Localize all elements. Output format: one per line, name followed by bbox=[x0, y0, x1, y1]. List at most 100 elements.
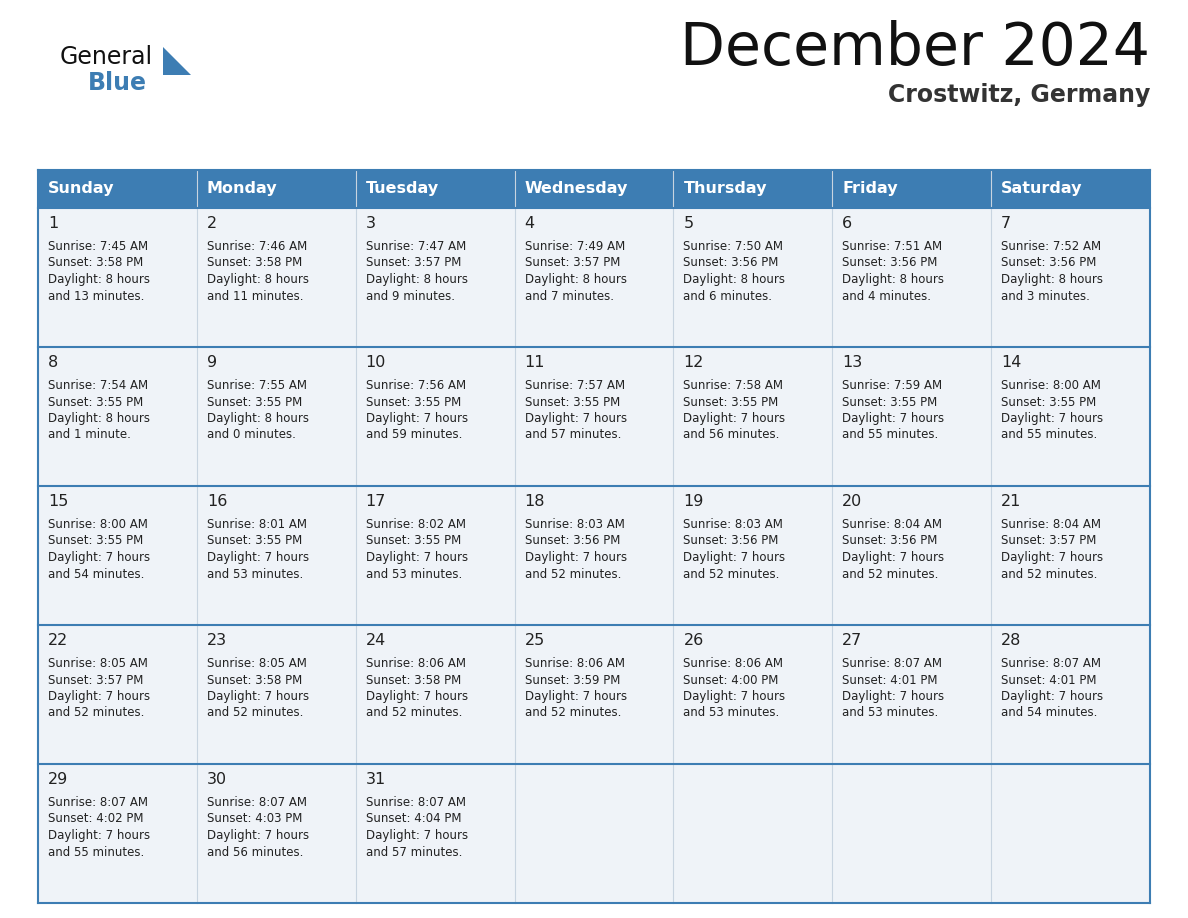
Text: Sunrise: 8:07 AM: Sunrise: 8:07 AM bbox=[48, 796, 148, 809]
Text: Daylight: 8 hours: Daylight: 8 hours bbox=[525, 273, 626, 286]
Text: and 7 minutes.: and 7 minutes. bbox=[525, 289, 613, 303]
Text: and 52 minutes.: and 52 minutes. bbox=[842, 567, 939, 580]
Text: Sunrise: 7:51 AM: Sunrise: 7:51 AM bbox=[842, 240, 942, 253]
Text: Sunrise: 8:00 AM: Sunrise: 8:00 AM bbox=[48, 518, 147, 531]
Text: 4: 4 bbox=[525, 216, 535, 231]
Text: and 55 minutes.: and 55 minutes. bbox=[1001, 429, 1098, 442]
Text: and 53 minutes.: and 53 minutes. bbox=[683, 707, 779, 720]
Text: 14: 14 bbox=[1001, 355, 1022, 370]
Text: Daylight: 7 hours: Daylight: 7 hours bbox=[1001, 690, 1104, 703]
Text: Sunset: 4:01 PM: Sunset: 4:01 PM bbox=[842, 674, 937, 687]
Text: Sunset: 3:57 PM: Sunset: 3:57 PM bbox=[48, 674, 144, 687]
Text: Wednesday: Wednesday bbox=[525, 182, 628, 196]
Text: Sunrise: 8:07 AM: Sunrise: 8:07 AM bbox=[366, 796, 466, 809]
Text: Sunrise: 7:52 AM: Sunrise: 7:52 AM bbox=[1001, 240, 1101, 253]
Text: Sunrise: 8:06 AM: Sunrise: 8:06 AM bbox=[683, 657, 783, 670]
Text: Sunrise: 7:56 AM: Sunrise: 7:56 AM bbox=[366, 379, 466, 392]
Text: 19: 19 bbox=[683, 494, 703, 509]
Text: Sunrise: 8:00 AM: Sunrise: 8:00 AM bbox=[1001, 379, 1101, 392]
Text: Sunrise: 7:49 AM: Sunrise: 7:49 AM bbox=[525, 240, 625, 253]
Bar bbox=[38, 764, 1150, 903]
Text: Daylight: 7 hours: Daylight: 7 hours bbox=[683, 551, 785, 564]
Text: Sunset: 3:57 PM: Sunset: 3:57 PM bbox=[366, 256, 461, 270]
Text: Sunrise: 8:07 AM: Sunrise: 8:07 AM bbox=[1001, 657, 1101, 670]
Text: Blue: Blue bbox=[88, 71, 147, 95]
Text: Tuesday: Tuesday bbox=[366, 182, 438, 196]
Text: Sunrise: 8:01 AM: Sunrise: 8:01 AM bbox=[207, 518, 307, 531]
Text: Daylight: 8 hours: Daylight: 8 hours bbox=[683, 273, 785, 286]
Text: 12: 12 bbox=[683, 355, 703, 370]
Text: Sunrise: 7:57 AM: Sunrise: 7:57 AM bbox=[525, 379, 625, 392]
Text: Daylight: 7 hours: Daylight: 7 hours bbox=[366, 412, 468, 425]
Text: Daylight: 7 hours: Daylight: 7 hours bbox=[842, 690, 944, 703]
Text: Daylight: 8 hours: Daylight: 8 hours bbox=[48, 273, 150, 286]
Text: 1: 1 bbox=[48, 216, 58, 231]
Text: Daylight: 8 hours: Daylight: 8 hours bbox=[48, 412, 150, 425]
Text: 30: 30 bbox=[207, 772, 227, 787]
Bar bbox=[38, 170, 1150, 208]
Text: 3: 3 bbox=[366, 216, 375, 231]
Text: Sunrise: 8:03 AM: Sunrise: 8:03 AM bbox=[683, 518, 783, 531]
Text: Saturday: Saturday bbox=[1001, 182, 1082, 196]
Text: Sunset: 3:57 PM: Sunset: 3:57 PM bbox=[1001, 534, 1097, 547]
Text: Sunset: 3:57 PM: Sunset: 3:57 PM bbox=[525, 256, 620, 270]
Text: 21: 21 bbox=[1001, 494, 1022, 509]
Text: Daylight: 8 hours: Daylight: 8 hours bbox=[207, 412, 309, 425]
Text: and 55 minutes.: and 55 minutes. bbox=[48, 845, 144, 858]
Text: Daylight: 7 hours: Daylight: 7 hours bbox=[1001, 412, 1104, 425]
Text: Sunset: 4:00 PM: Sunset: 4:00 PM bbox=[683, 674, 779, 687]
Text: Daylight: 7 hours: Daylight: 7 hours bbox=[48, 551, 150, 564]
Text: 15: 15 bbox=[48, 494, 69, 509]
Text: Daylight: 7 hours: Daylight: 7 hours bbox=[683, 690, 785, 703]
Text: and 52 minutes.: and 52 minutes. bbox=[525, 707, 621, 720]
Bar bbox=[38, 208, 1150, 347]
Text: Sunset: 3:55 PM: Sunset: 3:55 PM bbox=[366, 396, 461, 409]
Text: 18: 18 bbox=[525, 494, 545, 509]
Text: and 9 minutes.: and 9 minutes. bbox=[366, 289, 455, 303]
Text: Sunrise: 8:05 AM: Sunrise: 8:05 AM bbox=[48, 657, 147, 670]
Text: Sunrise: 8:04 AM: Sunrise: 8:04 AM bbox=[1001, 518, 1101, 531]
Text: and 3 minutes.: and 3 minutes. bbox=[1001, 289, 1091, 303]
Text: Sunrise: 7:47 AM: Sunrise: 7:47 AM bbox=[366, 240, 466, 253]
Text: Sunset: 4:01 PM: Sunset: 4:01 PM bbox=[1001, 674, 1097, 687]
Text: and 57 minutes.: and 57 minutes. bbox=[525, 429, 621, 442]
Text: Sunrise: 7:59 AM: Sunrise: 7:59 AM bbox=[842, 379, 942, 392]
Bar bbox=[38, 486, 1150, 625]
Text: Sunset: 3:55 PM: Sunset: 3:55 PM bbox=[842, 396, 937, 409]
Text: Sunrise: 8:07 AM: Sunrise: 8:07 AM bbox=[842, 657, 942, 670]
Text: 7: 7 bbox=[1001, 216, 1011, 231]
Text: 8: 8 bbox=[48, 355, 58, 370]
Text: Sunset: 3:56 PM: Sunset: 3:56 PM bbox=[525, 534, 620, 547]
Text: Thursday: Thursday bbox=[683, 182, 767, 196]
Text: and 4 minutes.: and 4 minutes. bbox=[842, 289, 931, 303]
Text: Daylight: 7 hours: Daylight: 7 hours bbox=[48, 690, 150, 703]
Text: Sunrise: 8:07 AM: Sunrise: 8:07 AM bbox=[207, 796, 307, 809]
Text: Daylight: 7 hours: Daylight: 7 hours bbox=[207, 829, 309, 842]
Text: 25: 25 bbox=[525, 633, 545, 648]
Text: Daylight: 8 hours: Daylight: 8 hours bbox=[366, 273, 468, 286]
Text: and 52 minutes.: and 52 minutes. bbox=[207, 707, 303, 720]
Text: Daylight: 8 hours: Daylight: 8 hours bbox=[842, 273, 944, 286]
Text: 31: 31 bbox=[366, 772, 386, 787]
Text: 20: 20 bbox=[842, 494, 862, 509]
Text: Daylight: 7 hours: Daylight: 7 hours bbox=[207, 551, 309, 564]
Text: Daylight: 7 hours: Daylight: 7 hours bbox=[207, 690, 309, 703]
Text: Monday: Monday bbox=[207, 182, 278, 196]
Text: Sunset: 3:58 PM: Sunset: 3:58 PM bbox=[207, 674, 302, 687]
Polygon shape bbox=[163, 47, 191, 75]
Text: Sunset: 3:58 PM: Sunset: 3:58 PM bbox=[48, 256, 144, 270]
Text: and 0 minutes.: and 0 minutes. bbox=[207, 429, 296, 442]
Text: Sunset: 3:56 PM: Sunset: 3:56 PM bbox=[683, 534, 779, 547]
Text: Sunset: 3:56 PM: Sunset: 3:56 PM bbox=[1001, 256, 1097, 270]
Text: and 54 minutes.: and 54 minutes. bbox=[1001, 707, 1098, 720]
Text: 27: 27 bbox=[842, 633, 862, 648]
Text: Daylight: 7 hours: Daylight: 7 hours bbox=[366, 690, 468, 703]
Text: 16: 16 bbox=[207, 494, 227, 509]
Text: and 56 minutes.: and 56 minutes. bbox=[207, 845, 303, 858]
Text: and 1 minute.: and 1 minute. bbox=[48, 429, 131, 442]
Text: 6: 6 bbox=[842, 216, 853, 231]
Text: and 13 minutes.: and 13 minutes. bbox=[48, 289, 145, 303]
Text: and 52 minutes.: and 52 minutes. bbox=[525, 567, 621, 580]
Text: Sunset: 3:55 PM: Sunset: 3:55 PM bbox=[366, 534, 461, 547]
Text: Daylight: 7 hours: Daylight: 7 hours bbox=[842, 412, 944, 425]
